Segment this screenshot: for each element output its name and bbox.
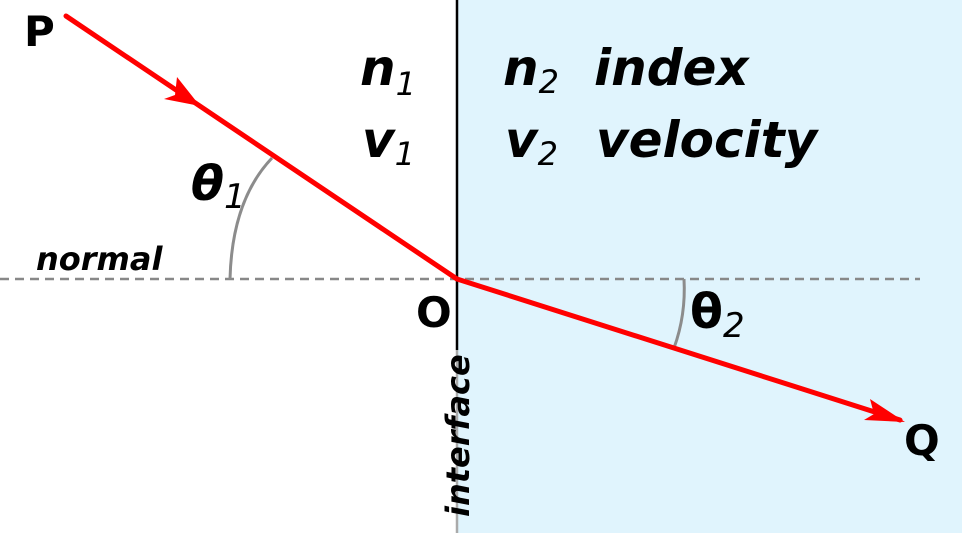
normal-label: normal xyxy=(36,240,163,278)
n2-sub: 2 xyxy=(539,63,559,101)
theta2-arc xyxy=(672,278,686,349)
v2-label: v2 xyxy=(505,111,558,173)
refracted-arrowhead xyxy=(864,399,905,422)
theta1-symbol: θ xyxy=(191,156,224,212)
n1-sub: 1 xyxy=(396,65,416,103)
v1-sub: 1 xyxy=(395,135,415,173)
theta2-label: θ2 xyxy=(690,284,745,346)
v1-base: v xyxy=(362,111,396,169)
medium-2-region xyxy=(457,0,962,533)
index-label: index xyxy=(594,39,750,97)
refracted-ray xyxy=(454,276,903,423)
v2-sub: 2 xyxy=(538,135,558,173)
n2-base: n xyxy=(503,39,539,97)
point-p-label: P xyxy=(24,7,55,56)
velocity-label: velocity xyxy=(596,111,820,169)
theta1-label: θ1 xyxy=(191,156,246,217)
n1-base: n xyxy=(360,39,396,97)
incident-arrowhead xyxy=(164,77,200,106)
theta2-symbol: θ xyxy=(690,284,723,340)
n1-label: n1 xyxy=(360,39,416,103)
point-q-label: Q xyxy=(904,416,940,465)
v1-label: v1 xyxy=(362,111,415,173)
incident-ray xyxy=(63,13,460,282)
point-o-label: O xyxy=(416,288,452,337)
theta1-sub: 1 xyxy=(224,177,246,217)
interface-label: interface xyxy=(439,354,477,517)
v2-base: v xyxy=(505,111,539,169)
n2-label: n2 xyxy=(503,39,559,101)
theta2-sub: 2 xyxy=(723,306,745,346)
theta1-arc xyxy=(228,156,274,280)
